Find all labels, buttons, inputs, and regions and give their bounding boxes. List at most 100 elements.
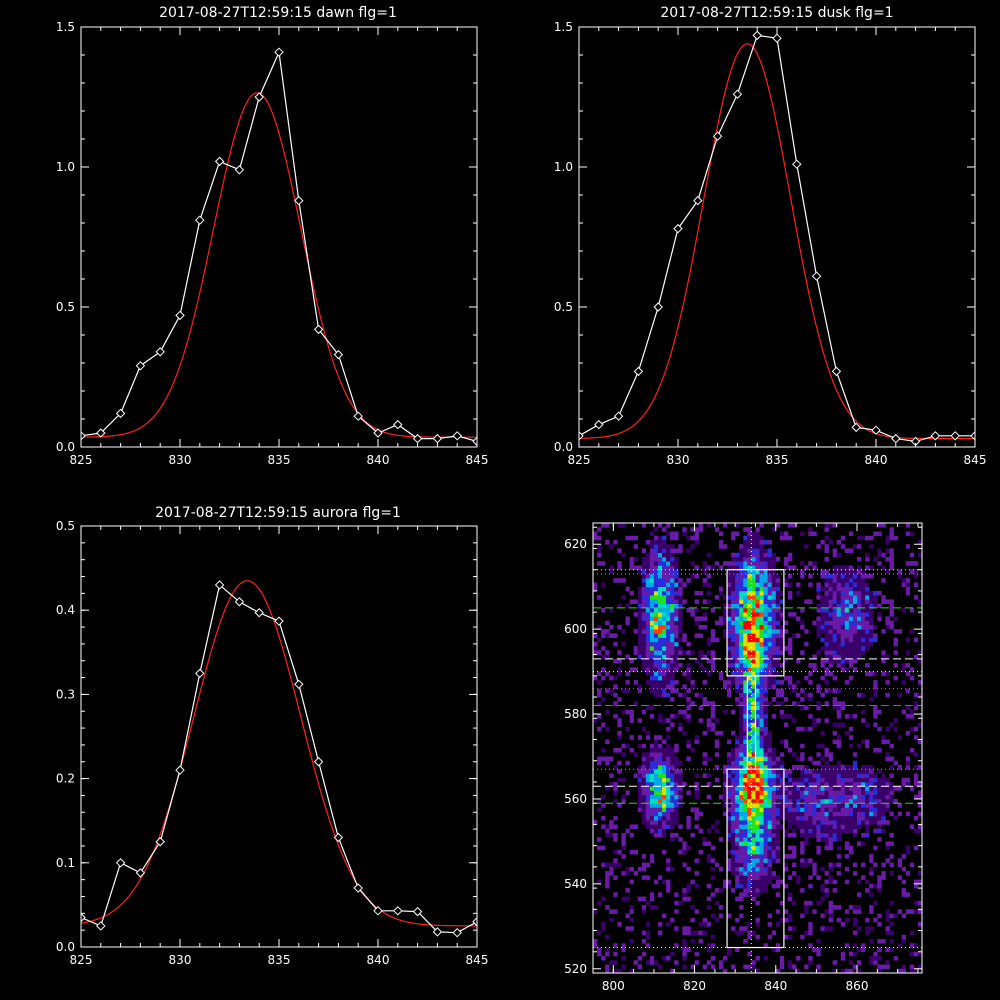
heatmap-cell: [816, 786, 821, 791]
heatmap-cell: [743, 624, 748, 630]
heatmap-cell: [820, 595, 825, 600]
heatmap-cell: [763, 561, 768, 566]
heatmap-cell: [747, 586, 752, 592]
heatmap-cell: [885, 947, 890, 953]
heatmap-cell: [816, 875, 821, 880]
heatmap-cell: [682, 947, 687, 953]
heatmap-cell: [641, 599, 647, 604]
heatmap-cell: [828, 913, 833, 919]
heatmap-cell: [775, 620, 781, 626]
heatmap-cell: [771, 556, 777, 562]
heatmap-cell: [820, 781, 825, 787]
heatmap-cell: [824, 786, 829, 791]
heatmap-cell: [869, 573, 874, 579]
heatmap-cell: [877, 531, 882, 537]
heatmap-cell: [800, 624, 805, 630]
heatmap-cell: [808, 875, 813, 880]
heatmap-cell: [597, 692, 602, 698]
heatmap-cell: [812, 667, 817, 672]
heatmap-cell: [653, 879, 659, 885]
heatmap-cell: [735, 607, 740, 613]
heatmap-cell: [844, 815, 850, 821]
heatmap-cell: [735, 612, 740, 617]
heatmap-cell: [682, 926, 687, 931]
heatmap-cell: [828, 900, 833, 906]
heatmap-cell: [702, 616, 708, 621]
heatmap-cell: [775, 624, 781, 630]
heatmap-cell: [649, 764, 655, 770]
heatmap-cell: [812, 620, 817, 626]
heatmap-cell: [690, 701, 695, 706]
heatmap-cell: [869, 599, 874, 604]
heatmap-cell: [812, 828, 817, 834]
heatmap-cell: [743, 786, 748, 791]
heatmap-cell: [848, 811, 854, 817]
heatmap-cell: [747, 828, 752, 834]
heatmap-cell: [869, 786, 874, 791]
heatmap-cell: [714, 527, 720, 532]
heatmap-cell: [844, 637, 850, 643]
heatmap-cell: [670, 837, 675, 842]
heatmap-cell: [702, 930, 708, 936]
heatmap-cell: [657, 616, 663, 621]
heatmap-cell: [901, 879, 907, 885]
heatmap-cell: [662, 718, 667, 723]
heatmap-cell: [779, 612, 785, 617]
heatmap-cell: [731, 849, 736, 855]
heatmap-cell: [645, 667, 651, 672]
heatmap-cell: [747, 930, 752, 936]
heatmap-cell: [674, 646, 679, 651]
heatmap-cell: [601, 756, 606, 762]
heatmap-cell: [832, 578, 837, 583]
heatmap-cell: [881, 811, 886, 817]
heatmap-cell: [909, 862, 915, 868]
heatmap-cell: [840, 663, 846, 668]
heatmap-cell: [755, 858, 760, 863]
heatmap-cell: [897, 629, 902, 634]
heatmap-cell: [783, 739, 789, 745]
heatmap-cell: [649, 828, 655, 834]
heatmap-cell: [873, 956, 878, 961]
heatmap-cell: [657, 671, 663, 677]
data-point: [891, 433, 901, 444]
heatmap-cell: [682, 849, 687, 855]
heatmap-cell: [783, 658, 789, 664]
heatmap-cell: [735, 552, 740, 558]
data-point: [81, 431, 86, 441]
heatmap-cell: [783, 786, 789, 791]
heatmap-cell: [718, 531, 724, 537]
heatmap-cell: [702, 680, 708, 685]
heatmap-cell: [686, 705, 691, 711]
heatmap-cell: [877, 781, 882, 787]
heatmap-cell: [812, 807, 817, 812]
heatmap-cell: [767, 875, 773, 880]
heatmap-cell: [727, 858, 732, 863]
heatmap-cell: [718, 960, 724, 965]
heatmap-cell: [743, 841, 748, 846]
heatmap-cell: [836, 790, 842, 795]
heatmap-cell: [718, 539, 724, 545]
heatmap-cell: [678, 578, 683, 583]
heatmap-cell: [832, 603, 837, 609]
heatmap-cell: [657, 964, 663, 970]
heatmap-cell: [751, 960, 756, 965]
heatmap-cell: [706, 905, 712, 910]
heatmap-cell: [649, 781, 655, 787]
heatmap-cell: [779, 607, 785, 613]
heatmap-cell: [666, 718, 671, 723]
heatmap-cell: [836, 637, 842, 643]
heatmap-cell: [812, 790, 817, 795]
heatmap-cell: [637, 718, 643, 723]
heatmap-cell: [747, 675, 752, 681]
heatmap-cell: [629, 565, 634, 570]
heatmap-cell: [767, 790, 773, 795]
heatmap-cell: [913, 815, 919, 821]
heatmap-cell: [722, 879, 728, 885]
heatmap-cell: [787, 612, 793, 617]
heatmap-cell: [869, 616, 874, 621]
heatmap-cell: [641, 752, 647, 757]
data-point: [234, 597, 245, 607]
heatmap-cell: [649, 590, 655, 596]
heatmap-cell: [727, 781, 732, 787]
heatmap-cell: [852, 803, 858, 808]
